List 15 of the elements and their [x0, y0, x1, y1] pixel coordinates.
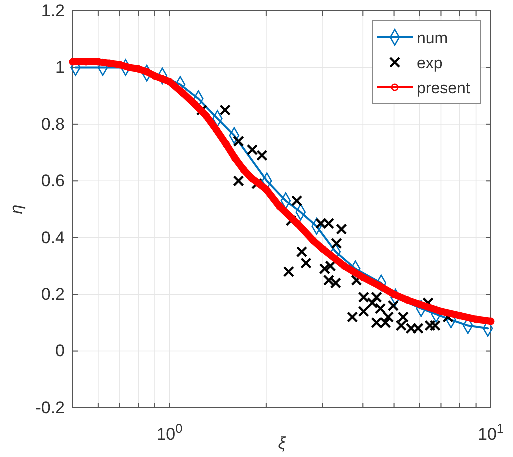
y-tick-label: -0.2 [36, 398, 65, 418]
legend-label: num [417, 30, 448, 48]
y-tick-label: 0.4 [41, 228, 65, 248]
x-tick-label: 10$^{1}$ [478, 420, 504, 444]
x-axis-title: ξ [278, 434, 288, 453]
x-tick-label: 10$^{0}$ [156, 420, 183, 444]
y-tick-label: 0 [56, 342, 65, 361]
y-tick-label: 0.6 [41, 172, 65, 191]
y-tick-label: 0.8 [41, 114, 65, 134]
y-axis-title: η [7, 204, 26, 214]
y-tick-label: 0.2 [41, 285, 65, 304]
y-tick-label: 1 [56, 58, 65, 78]
y-tick-label: 1.2 [41, 1, 65, 20]
legend-label: present [417, 80, 471, 98]
legend-label: exp [417, 56, 443, 72]
